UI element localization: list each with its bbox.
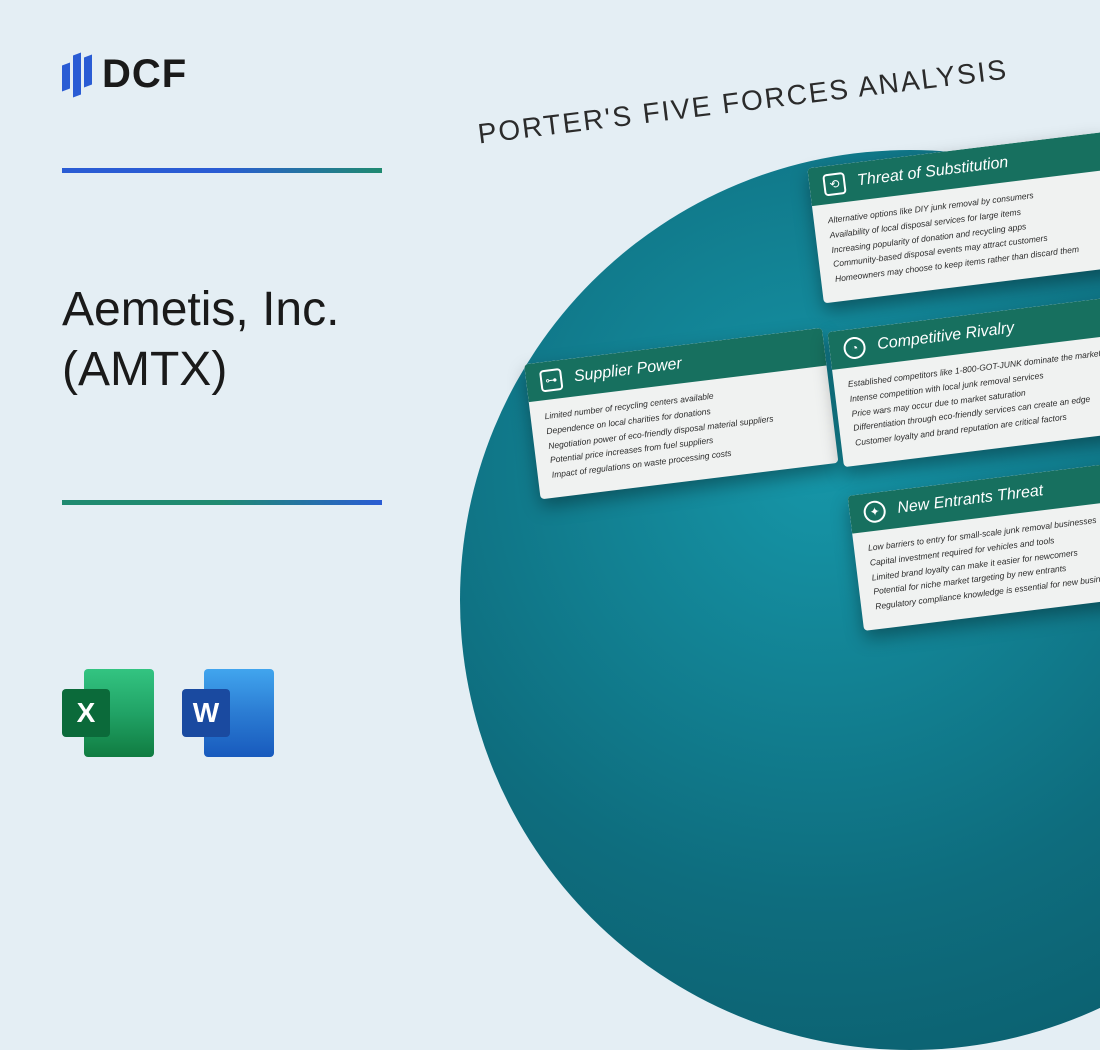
rivalry-icon: ◔ <box>842 336 867 361</box>
logo-bars-icon <box>62 48 92 100</box>
supplier-icon: ⊶ <box>539 368 564 393</box>
company-name-line2: (AMTX) <box>62 340 339 400</box>
company-title: Aemetis, Inc. (AMTX) <box>62 280 339 400</box>
card-title: Supplier Power <box>573 355 683 386</box>
entrants-icon: ✦ <box>862 499 887 524</box>
excel-badge-letter: X <box>62 689 110 737</box>
word-badge-letter: W <box>182 689 230 737</box>
analysis-title: PORTER'S FIVE FORCES ANALYSIS <box>476 54 1010 151</box>
file-icons-row: X W <box>62 669 274 757</box>
word-icon: W <box>182 669 274 757</box>
company-name-line1: Aemetis, Inc. <box>62 280 339 340</box>
divider-top <box>62 168 382 173</box>
substitution-icon: ⟲ <box>822 172 847 197</box>
excel-icon: X <box>62 669 154 757</box>
brand-name: DCF <box>102 52 187 97</box>
divider-bottom <box>62 500 382 505</box>
brand-logo: DCF <box>62 48 187 100</box>
